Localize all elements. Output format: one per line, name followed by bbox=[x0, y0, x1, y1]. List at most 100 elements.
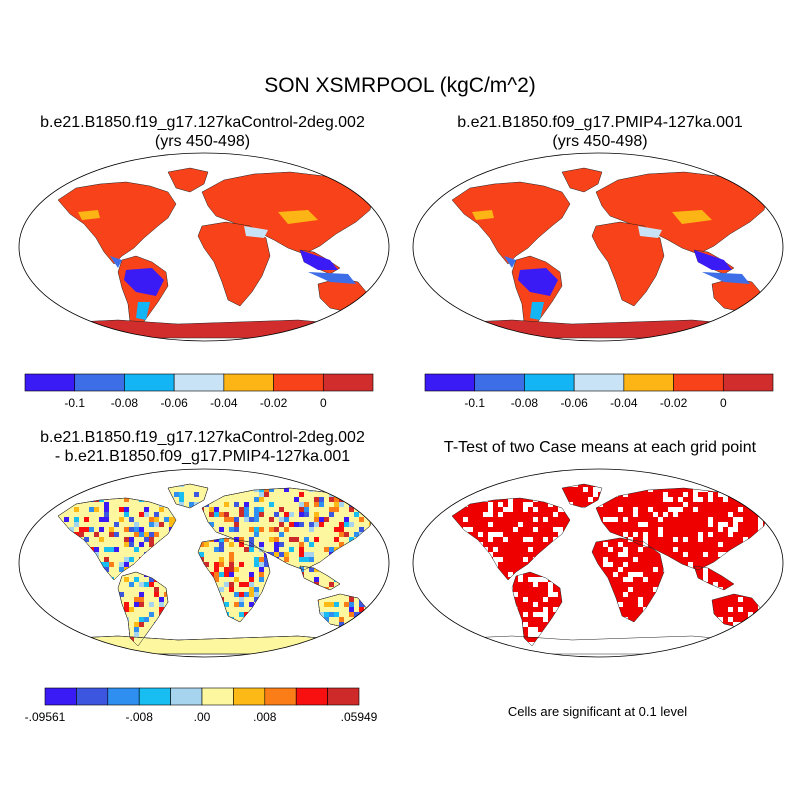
significant-cell bbox=[628, 582, 633, 587]
significant-cell bbox=[563, 567, 568, 572]
diff-cell bbox=[159, 552, 164, 557]
significant-cell bbox=[608, 557, 613, 562]
significant-cell bbox=[763, 557, 768, 562]
significant-cell bbox=[688, 557, 693, 562]
significant-cell bbox=[493, 572, 498, 577]
significant-cell bbox=[563, 532, 568, 537]
diff-cell bbox=[194, 602, 199, 607]
significant-cell bbox=[718, 612, 723, 617]
significant-cell bbox=[548, 602, 553, 607]
significant-cell bbox=[733, 487, 738, 492]
significant-cell bbox=[588, 597, 593, 602]
significant-cell bbox=[678, 522, 683, 527]
colorbar-box bbox=[295, 687, 328, 706]
significant-cell bbox=[673, 532, 678, 537]
diff-cell bbox=[234, 532, 239, 537]
diff-cell bbox=[229, 542, 234, 547]
diff-cell bbox=[129, 527, 134, 532]
significant-cell bbox=[658, 597, 663, 602]
significant-cell bbox=[453, 567, 458, 572]
diff-cell bbox=[129, 607, 134, 612]
diff-cell bbox=[314, 522, 319, 527]
diff-cell bbox=[169, 497, 174, 502]
significant-cell bbox=[513, 542, 518, 547]
significant-cell bbox=[708, 502, 713, 507]
significant-cell bbox=[583, 567, 588, 572]
significant-cell bbox=[653, 507, 658, 512]
diff-cell bbox=[139, 597, 144, 602]
significant-cell bbox=[543, 582, 548, 587]
significant-cell bbox=[628, 627, 633, 632]
significant-cell bbox=[723, 587, 728, 592]
diff-cell bbox=[309, 552, 314, 557]
diff-cell bbox=[319, 557, 324, 562]
significant-cell bbox=[568, 532, 573, 537]
significant-cell bbox=[713, 532, 718, 537]
significant-cell bbox=[618, 527, 623, 532]
significant-cell bbox=[748, 637, 753, 642]
significant-cell bbox=[478, 537, 483, 542]
significant-cell bbox=[743, 517, 748, 522]
significant-cell bbox=[648, 567, 653, 572]
significant-cell bbox=[473, 522, 478, 527]
value-patch bbox=[244, 226, 268, 238]
significant-cell bbox=[558, 572, 563, 577]
diff-cell bbox=[219, 537, 224, 542]
significant-cell bbox=[748, 517, 753, 522]
significant-cell bbox=[568, 607, 573, 612]
significant-cell bbox=[588, 512, 593, 517]
diff-cell bbox=[99, 492, 104, 497]
significant-cell bbox=[553, 562, 558, 567]
diff-cell bbox=[234, 602, 239, 607]
significant-cell bbox=[538, 537, 543, 542]
significant-cell bbox=[508, 557, 513, 562]
map-difference bbox=[18, 468, 390, 658]
significant-cell bbox=[458, 522, 463, 527]
diff-cell bbox=[174, 622, 179, 627]
diff-cell bbox=[364, 622, 369, 627]
significant-cell bbox=[483, 502, 488, 507]
coastline bbox=[451, 497, 571, 581]
significant-cell bbox=[508, 542, 513, 547]
significant-cell bbox=[628, 597, 633, 602]
diff-cell bbox=[119, 484, 124, 487]
significant-cell bbox=[753, 542, 758, 547]
diff-cell bbox=[174, 582, 179, 587]
significant-cell bbox=[758, 497, 763, 502]
significant-cell bbox=[488, 627, 493, 632]
significant-cell bbox=[653, 552, 658, 557]
diff-cell bbox=[119, 492, 124, 497]
significant-cell bbox=[528, 587, 533, 592]
significant-cell bbox=[563, 622, 568, 627]
significant-cell bbox=[573, 622, 578, 627]
diff-cell bbox=[344, 532, 349, 537]
diff-cell bbox=[239, 512, 244, 517]
diff-cell bbox=[284, 567, 289, 572]
significant-cell bbox=[523, 552, 528, 557]
significant-cell bbox=[623, 587, 628, 592]
significant-cell bbox=[608, 632, 613, 637]
significant-cell bbox=[648, 622, 653, 627]
significant-cell bbox=[452, 572, 453, 577]
significant-cell bbox=[753, 637, 758, 642]
significant-cell bbox=[563, 612, 568, 617]
diff-cell bbox=[104, 607, 109, 612]
significant-cell bbox=[683, 527, 688, 532]
significant-cell bbox=[758, 572, 763, 577]
significant-cell bbox=[628, 592, 633, 597]
significant-cell bbox=[688, 497, 693, 502]
colorbar-box bbox=[44, 687, 77, 706]
significant-cell bbox=[723, 487, 728, 492]
diff-cell bbox=[229, 587, 234, 592]
significant-cell bbox=[548, 547, 553, 552]
diff-cell bbox=[184, 552, 189, 557]
significant-cell bbox=[698, 557, 703, 562]
diff-cell bbox=[149, 537, 154, 542]
significant-cell bbox=[588, 537, 593, 542]
significant-cell bbox=[743, 532, 748, 537]
diff-cell bbox=[154, 532, 159, 537]
significant-cell bbox=[573, 637, 578, 642]
diff-cell bbox=[59, 492, 64, 497]
significant-cell bbox=[648, 512, 653, 517]
panel-title-difference: b.e21.B1850.f19_g17.127kaControl-2deg.00… bbox=[0, 428, 405, 466]
